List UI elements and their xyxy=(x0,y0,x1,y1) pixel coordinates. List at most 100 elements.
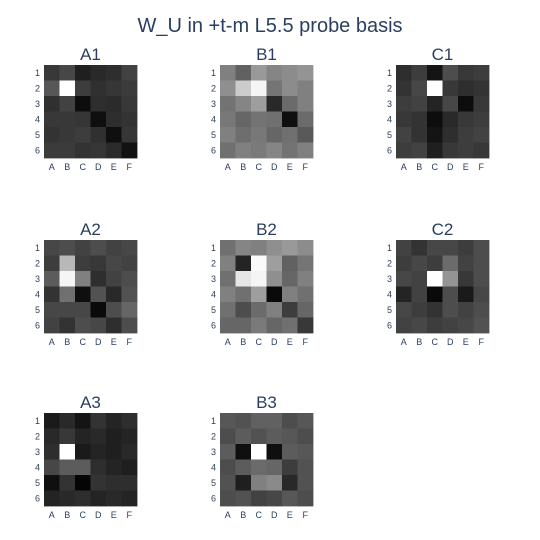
heatmap-cell xyxy=(121,428,138,445)
heatmap-cell xyxy=(220,490,236,507)
heatmap-cell xyxy=(396,80,412,97)
heatmap-cell xyxy=(396,65,412,81)
heatmap-cell xyxy=(442,302,459,318)
x-tick-label: F xyxy=(127,162,133,172)
x-tick-label: F xyxy=(127,337,133,347)
heatmap-cell xyxy=(235,127,252,143)
heatmap-cell xyxy=(121,317,138,334)
heatmap-cell xyxy=(458,80,474,97)
heatmap-cell xyxy=(75,444,91,460)
heatmap-cell xyxy=(75,490,91,507)
x-tick-label: B xyxy=(240,510,246,520)
y-tick-label: 4 xyxy=(211,114,216,124)
heatmap-cell xyxy=(266,302,283,318)
heatmap-cell xyxy=(106,65,122,81)
heatmap-cell xyxy=(121,271,138,287)
heatmap-cell xyxy=(396,255,412,272)
heatmap-cell xyxy=(44,240,60,256)
heatmap-cell xyxy=(458,317,474,334)
y-tick-label: 2 xyxy=(387,83,392,93)
heatmap-cell xyxy=(266,240,283,256)
heatmap-cell xyxy=(75,96,91,112)
heatmap-cell xyxy=(235,490,252,507)
x-tick-label: C xyxy=(256,510,263,520)
heatmap-cell xyxy=(59,317,76,334)
heatmap-cell xyxy=(90,255,107,272)
y-tick-label: 6 xyxy=(387,145,392,155)
heatmap-cell xyxy=(121,490,138,507)
y-tick-label: 2 xyxy=(35,431,40,441)
heatmap-cell xyxy=(90,413,107,429)
y-tick-label: 3 xyxy=(387,274,392,284)
heatmap-cell xyxy=(297,65,314,81)
heatmap-cell xyxy=(44,475,60,491)
y-tick-label: 2 xyxy=(211,431,216,441)
y-tick-label: 1 xyxy=(35,416,40,426)
heatmap-cell xyxy=(59,302,76,318)
heatmap-cell xyxy=(266,111,283,128)
heatmap-cell xyxy=(458,142,474,159)
heatmap-cell xyxy=(297,271,314,287)
heatmap-cell xyxy=(442,142,459,159)
heatmap-cell xyxy=(282,413,298,429)
heatmap-cell xyxy=(251,286,267,303)
y-tick-label: 5 xyxy=(387,305,392,315)
heatmap-cell xyxy=(266,286,283,303)
heatmap-cell xyxy=(121,413,138,429)
heatmap-cell xyxy=(59,459,76,476)
heatmap-cell xyxy=(121,240,138,256)
heatmap-cell xyxy=(106,444,122,460)
heatmap-cell xyxy=(90,111,107,128)
heatmap-cell xyxy=(75,459,91,476)
heatmap-cell xyxy=(44,317,60,334)
x-tick-label: C xyxy=(256,337,263,347)
heatmap-cell xyxy=(442,271,459,287)
heatmap-cell xyxy=(220,255,236,272)
y-tick-label: 4 xyxy=(387,114,392,124)
heatmap-cell xyxy=(75,317,91,334)
y-tick-label: 1 xyxy=(35,68,40,78)
heatmap-cell xyxy=(75,127,91,143)
heatmap-cell xyxy=(59,413,76,429)
heatmap-cell xyxy=(282,127,298,143)
heatmap-cell xyxy=(442,127,459,143)
heatmap-cell xyxy=(297,302,314,318)
x-tick-label: B xyxy=(64,510,70,520)
heatmap-cell xyxy=(59,255,76,272)
heatmap-cell xyxy=(44,65,60,81)
heatmap-cell xyxy=(427,302,443,318)
heatmap-cell xyxy=(251,475,267,491)
heatmap-cell xyxy=(442,240,459,256)
x-tick-label: A xyxy=(225,510,231,520)
heatmap-cell xyxy=(220,428,236,445)
x-tick-label: A xyxy=(401,337,407,347)
heatmap-cell xyxy=(442,286,459,303)
heatmap-cell xyxy=(442,65,459,81)
heatmap-cell xyxy=(282,490,298,507)
panel-title: C1 xyxy=(432,45,454,64)
heatmap-cell xyxy=(121,475,138,491)
heatmap-cell xyxy=(90,302,107,318)
heatmap-cell xyxy=(473,271,490,287)
heatmap-cell xyxy=(75,271,91,287)
heatmap-cell xyxy=(473,65,490,81)
heatmap-cell xyxy=(282,96,298,112)
x-tick-label: C xyxy=(80,337,87,347)
heatmap-cell xyxy=(411,286,428,303)
heatmap-cell xyxy=(411,317,428,334)
y-tick-label: 1 xyxy=(211,416,216,426)
heatmap-cell xyxy=(442,111,459,128)
heatmap-panel-a2: A2 1 2 3 4 5 6A B C D E F xyxy=(35,220,138,347)
y-tick-label: 6 xyxy=(387,320,392,330)
heatmap-cell xyxy=(396,317,412,334)
heatmap-cell xyxy=(235,271,252,287)
heatmap-cell xyxy=(106,142,122,159)
heatmap-cell xyxy=(473,142,490,159)
heatmap-cell xyxy=(297,127,314,143)
heatmap-cell xyxy=(220,142,236,159)
heatmap-cell xyxy=(427,111,443,128)
heatmap-cell xyxy=(266,490,283,507)
heatmap-cell xyxy=(396,142,412,159)
x-tick-label: C xyxy=(80,510,87,520)
panel-title: B2 xyxy=(256,220,277,239)
